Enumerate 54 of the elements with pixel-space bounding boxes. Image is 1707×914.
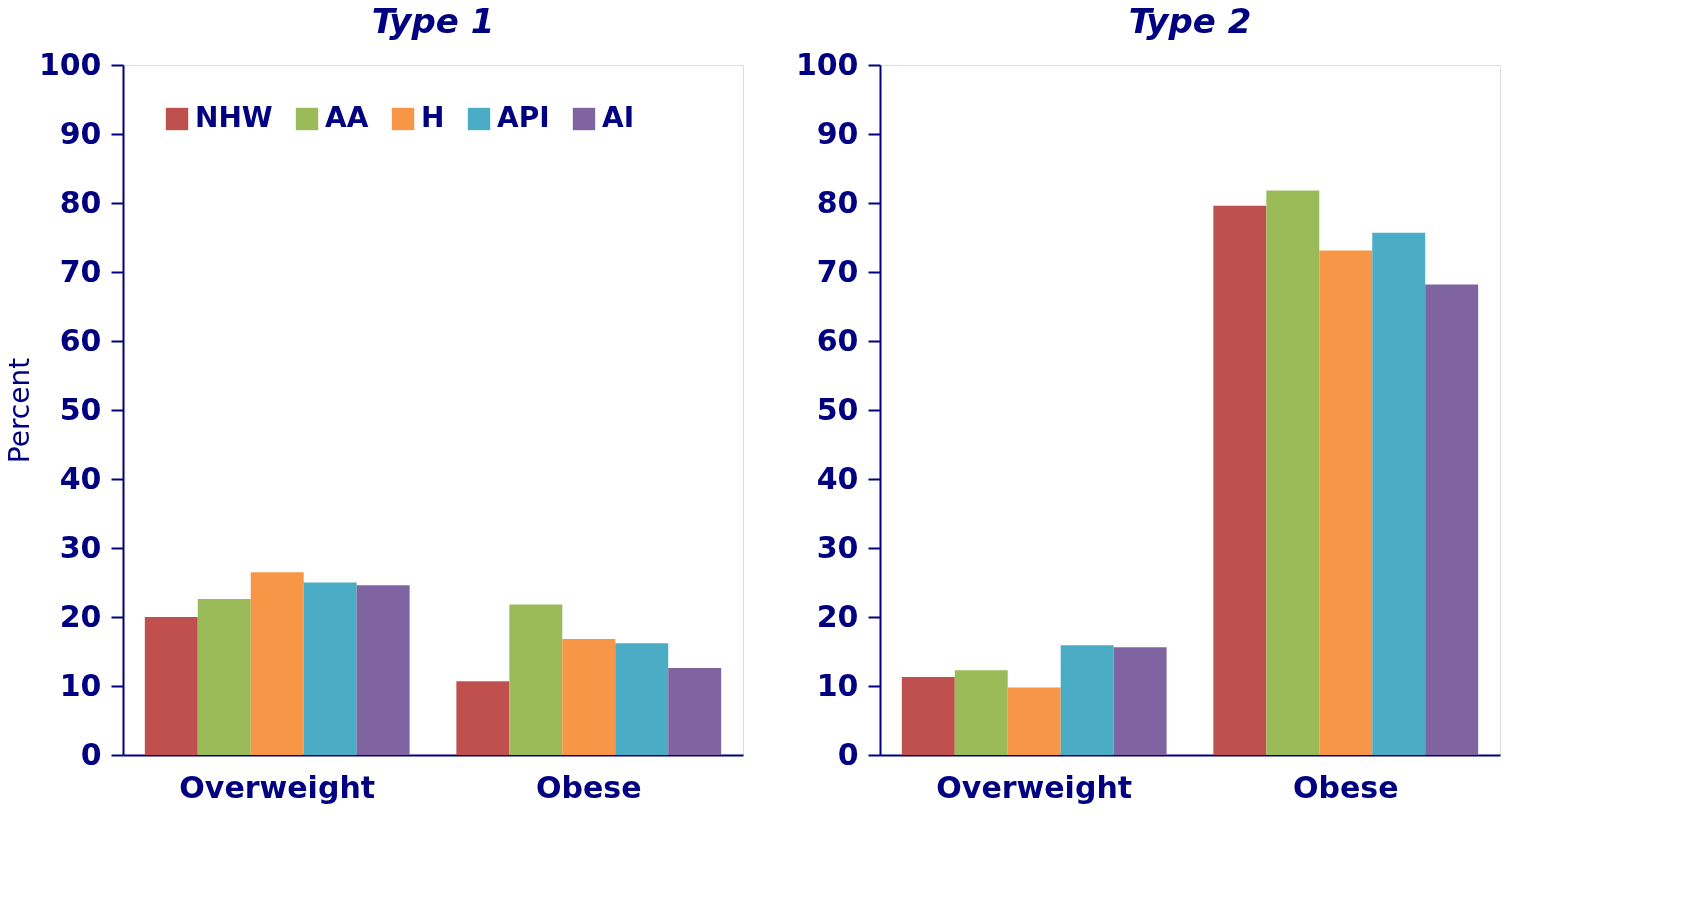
bar [954, 670, 1008, 755]
y-tick-label: 10 [816, 667, 859, 703]
y-tick-label: 100 [795, 46, 859, 82]
y-tick-label: 30 [816, 529, 859, 565]
y-tick-label: 100 [38, 46, 102, 82]
bar [250, 572, 304, 755]
bar [1425, 284, 1479, 755]
y-tick-label: 70 [816, 253, 859, 289]
legend-label: AI [602, 101, 635, 134]
bar [1060, 645, 1114, 755]
y-tick-label: 40 [816, 460, 859, 496]
bar [615, 643, 669, 755]
legend-label: NHW [195, 101, 273, 134]
chart-title: Type 2 [1128, 1, 1252, 41]
y-tick-label: 90 [59, 115, 102, 151]
x-tick-label: Overweight [936, 769, 1133, 805]
bar [1319, 250, 1373, 755]
y-tick-label: 20 [59, 598, 102, 634]
y-tick-label: 10 [59, 667, 102, 703]
y-tick-label: 0 [837, 736, 859, 772]
y-tick-label: 60 [59, 322, 102, 358]
bar [456, 681, 510, 755]
y-axis-title: Percent [2, 357, 36, 464]
bar [356, 585, 410, 755]
y-tick-label: 60 [816, 322, 859, 358]
bar [303, 582, 357, 755]
x-tick-label: Obese [536, 769, 642, 805]
bar [1372, 232, 1426, 755]
x-tick-label: Overweight [179, 769, 376, 805]
y-tick-label: 50 [59, 391, 102, 427]
y-tick-label: 30 [59, 529, 102, 565]
y-tick-label: 70 [59, 253, 102, 289]
y-tick-label: 0 [80, 736, 102, 772]
bar [1266, 190, 1320, 755]
bar [1213, 205, 1267, 755]
bar [197, 599, 251, 755]
legend-label: H [421, 101, 445, 134]
y-tick-label: 40 [59, 460, 102, 496]
y-tick-label: 50 [816, 391, 859, 427]
bar [1113, 647, 1167, 755]
bar [1007, 687, 1061, 755]
chart-title: Type 1 [371, 1, 495, 41]
bar [562, 639, 616, 755]
bar [901, 677, 955, 755]
bar [509, 604, 563, 755]
bar [144, 617, 198, 755]
y-tick-label: 80 [816, 184, 859, 220]
y-tick-label: 80 [59, 184, 102, 220]
legend-label: AA [325, 101, 369, 134]
legend-label: API [497, 101, 550, 134]
y-tick-label: 90 [816, 115, 859, 151]
x-tick-label: Obese [1293, 769, 1399, 805]
bar [668, 668, 722, 755]
y-tick-label: 20 [816, 598, 859, 634]
